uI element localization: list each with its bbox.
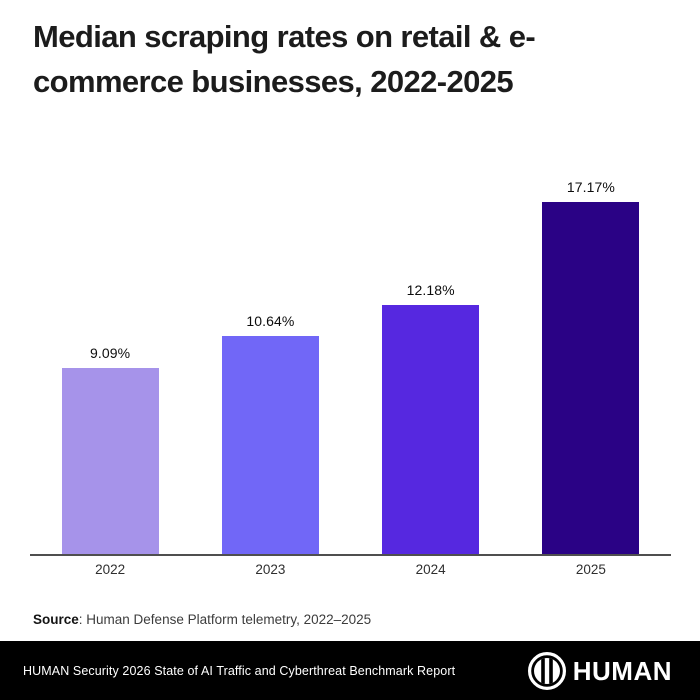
- bar-group-2023: 10.64%: [190, 313, 350, 554]
- bar-group-2025: 17.17%: [511, 179, 671, 554]
- source-label: Source: [33, 612, 79, 627]
- x-axis-label-2025: 2025: [575, 562, 606, 577]
- bar-group-2022: 9.09%: [30, 345, 190, 554]
- footer-report-title: HUMAN Security 2026 State of AI Traffic …: [23, 663, 456, 678]
- page-title-line1: Median scraping rates on retail & e-: [33, 19, 536, 54]
- x-axis-label-2022: 2022: [95, 562, 126, 577]
- x-axis-label-2024: 2024: [415, 562, 446, 577]
- human-wordmark: HUMAN: [572, 655, 672, 686]
- human-logo-mark-icon: [527, 651, 566, 690]
- bar-value-label-2023: 10.64%: [246, 313, 295, 329]
- human-logo: HUMAN: [527, 651, 672, 691]
- bar-value-label-2022: 9.09%: [90, 345, 131, 361]
- footer-bar: HUMAN Security 2026 State of AI Traffic …: [0, 641, 700, 700]
- x-axis-label-2023: 2023: [255, 562, 286, 577]
- page-title: Median scraping rates on retail & e-comm…: [33, 14, 536, 104]
- source-text: : Human Defense Platform telemetry, 2022…: [78, 612, 372, 627]
- bar-value-label-2024: 12.18%: [406, 282, 455, 298]
- bar-chart: 9.09% 10.64% 12.18% 17.17%: [30, 169, 671, 556]
- bar-2024: [382, 305, 480, 554]
- bar-2022: [61, 368, 159, 554]
- bar-group-2024: 12.18%: [351, 282, 511, 554]
- page-title-line2: commerce businesses, 2022-2025: [33, 64, 514, 99]
- bar-2025: [542, 202, 640, 554]
- source-note: Source: Human Defense Platform telemetry…: [33, 612, 371, 627]
- bar-value-label-2025: 17.17%: [566, 179, 615, 195]
- x-axis-labels: 2022 2023 2024 2025: [30, 562, 671, 577]
- bar-2023: [221, 336, 319, 554]
